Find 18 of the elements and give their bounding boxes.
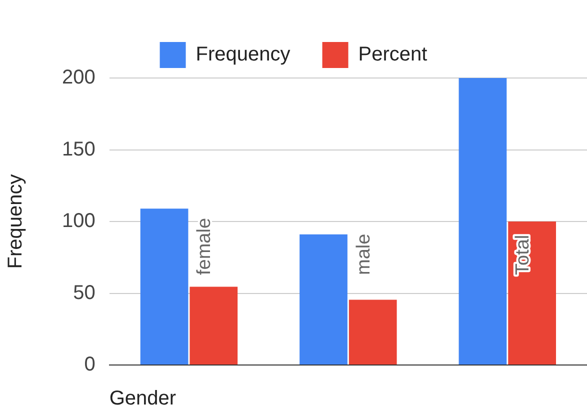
y-axis-title: Frequency (4, 174, 27, 269)
bar (458, 78, 507, 364)
x-axis-title: Gender (109, 388, 176, 410)
bar (300, 234, 348, 364)
bar (190, 286, 238, 364)
legend-label: Percent (358, 44, 428, 66)
y-tick-label: 0 (84, 354, 96, 376)
x-tick-label: Total (512, 234, 534, 275)
y-tick-label: 150 (62, 138, 96, 160)
x-tick-label: female (194, 218, 216, 275)
y-tick-label: 50 (73, 282, 96, 304)
bar (508, 222, 556, 364)
y-tick-label: 200 (62, 66, 96, 89)
y-tick-label: 100 (62, 210, 96, 232)
legend-label: Frequency (196, 44, 290, 66)
bar (348, 300, 397, 364)
bar (140, 208, 188, 364)
x-tick-label: male (353, 234, 374, 275)
